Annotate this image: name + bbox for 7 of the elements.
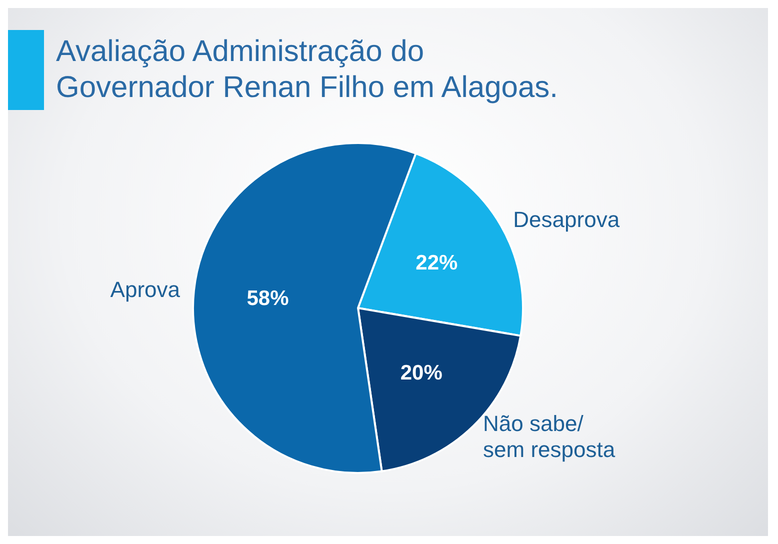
data-label: 22% bbox=[416, 251, 458, 274]
slice-label: Não sabe/ sem resposta bbox=[483, 410, 616, 462]
data-label: 58% bbox=[246, 286, 290, 310]
slice-label: Aprova bbox=[110, 276, 181, 302]
chart-title: Avaliação Administração do Governador Renan Filho em Alagoas. bbox=[56, 34, 558, 106]
slice-label: Desaprova bbox=[513, 206, 620, 232]
data-label: 20% bbox=[400, 361, 443, 384]
